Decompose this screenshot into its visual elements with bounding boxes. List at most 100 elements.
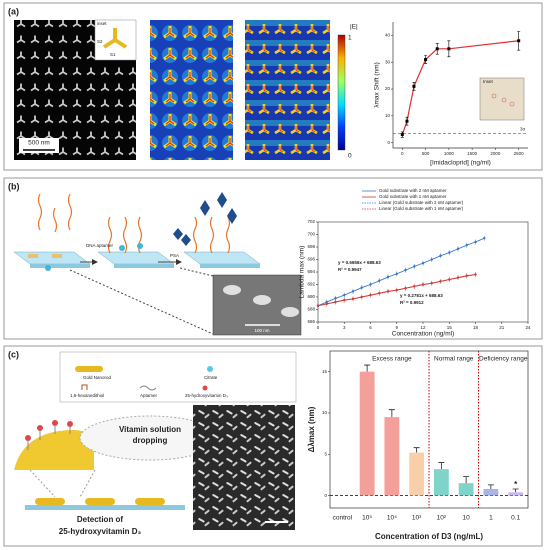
legend-icon	[75, 366, 103, 372]
y-tick-label: 0	[387, 140, 390, 145]
panel-label: (b)	[8, 181, 20, 191]
y-tick-label: 10	[322, 410, 328, 415]
legend-text: Gold substrate with 2 nM aptamer	[379, 188, 447, 193]
x-tick-label: 3	[343, 325, 346, 330]
x-tick-label: 1000	[444, 151, 455, 156]
y-tick-label: 688	[307, 307, 315, 312]
x-tick-label: 10³	[412, 515, 422, 522]
point	[369, 283, 372, 286]
fit-equation: y = 0.2781x + 688.63	[400, 293, 443, 298]
legend-text: Gold Nanorod	[83, 375, 112, 380]
range-label: Deficiency range	[479, 356, 528, 363]
panel-label: (c)	[8, 349, 19, 359]
scale-bar-label: 100 nm	[254, 328, 269, 333]
x-tick-label: 2000	[490, 151, 501, 156]
y-tick-label: 0	[324, 493, 327, 498]
point	[386, 275, 390, 279]
colorbar-tick: 1	[348, 35, 352, 42]
legend-text: Linear (Gold substrate with 2 nM aptamer…	[379, 200, 464, 205]
colorbar	[337, 34, 346, 151]
point	[412, 84, 416, 88]
bar	[458, 483, 474, 496]
y-tick-label: 694	[307, 269, 315, 274]
point	[424, 58, 428, 62]
fit-line	[317, 274, 476, 307]
x-tick-label: 15	[447, 325, 453, 330]
x-axis-label: [Imidacloprid] (ng/ml)	[430, 160, 491, 167]
x-tick-label: 1	[489, 515, 493, 522]
diagram-label: dropping	[133, 436, 168, 445]
diagram-label: PSA	[170, 253, 179, 258]
legend-text: 25-hydroxyvitamin D₃	[185, 393, 228, 398]
field-map	[150, 20, 233, 160]
y-tick-label: 696	[307, 257, 315, 262]
x-tick-label: 0	[317, 325, 320, 330]
inset-label: inset	[97, 21, 107, 26]
legend-text: Gold substrate with 1 nM aptamer	[379, 194, 447, 199]
x-tick-label: 10⁴	[387, 515, 397, 522]
y-tick-label: 5	[324, 451, 327, 456]
point	[360, 286, 363, 289]
bar	[508, 492, 524, 496]
legend-icon	[81, 384, 88, 390]
colorbar-title: |E|	[350, 24, 358, 31]
dimension-label: S2	[97, 39, 103, 44]
bar	[409, 452, 425, 496]
point	[405, 119, 409, 123]
dimension-label: S1	[110, 52, 116, 57]
significance-marker: *	[514, 480, 518, 489]
error-bar	[463, 476, 470, 484]
y-tick-label: 686	[307, 319, 315, 324]
point	[439, 280, 442, 283]
x-tick-label: 21	[499, 325, 505, 330]
error-bar	[438, 462, 445, 470]
bar	[384, 417, 400, 496]
point	[435, 47, 439, 51]
y-tick-label: 698	[307, 244, 315, 249]
error-bar	[512, 488, 519, 493]
panel-frame	[3, 177, 543, 340]
diagram-label: 25-hydroxyvitamin D₃	[59, 527, 142, 536]
x-tick-label: 10²	[437, 515, 447, 522]
y-tick-label: 690	[307, 294, 315, 299]
error-bar	[364, 364, 371, 372]
y-tick-label: 20	[385, 86, 391, 91]
diagram-label: Detection of	[77, 515, 124, 524]
legend-box	[59, 351, 297, 403]
colorbar-tick: 0	[348, 153, 352, 160]
bar	[483, 488, 499, 496]
panel-label: (a)	[8, 6, 19, 16]
y-tick-label: 700	[307, 232, 315, 237]
point	[378, 292, 381, 295]
point	[360, 295, 363, 299]
y-axis-label: Δλmax (nm)	[307, 406, 316, 452]
x-tick-label: 0	[401, 151, 404, 156]
legend-text: Citrate	[204, 375, 218, 380]
point	[439, 254, 442, 257]
fit-equation: R² = 0.9912	[400, 300, 424, 305]
y-tick-label: 40	[385, 33, 391, 38]
diagram-label: DNA aptamer	[86, 243, 114, 248]
panel-frame	[3, 2, 543, 171]
point	[448, 251, 451, 254]
legend-text: 1,6-hexanedithiol	[70, 393, 104, 398]
point	[447, 47, 451, 51]
inset-spot	[491, 93, 497, 99]
rod-illustration	[14, 405, 295, 530]
x-tick-label: 1500	[467, 151, 478, 156]
point	[395, 272, 398, 276]
inset-label: Inset	[483, 79, 494, 84]
x-tick-label: 6	[369, 325, 372, 330]
y-tick-label: 30	[385, 59, 391, 64]
legend-text: Linear (Gold substrate with 1 nM aptamer…	[379, 206, 464, 211]
sensor-diagram	[13, 192, 302, 336]
fit-equation: R² = 0.9947	[338, 267, 362, 272]
legend-text: Aptamer	[140, 393, 158, 398]
point	[517, 39, 521, 43]
x-tick-label: 9	[395, 325, 398, 330]
x-tick-label: 500	[422, 151, 430, 156]
field-map	[245, 20, 330, 160]
y-tick-label: 10	[385, 113, 391, 118]
y-axis-label: λmax Shift (nm)	[374, 62, 381, 108]
